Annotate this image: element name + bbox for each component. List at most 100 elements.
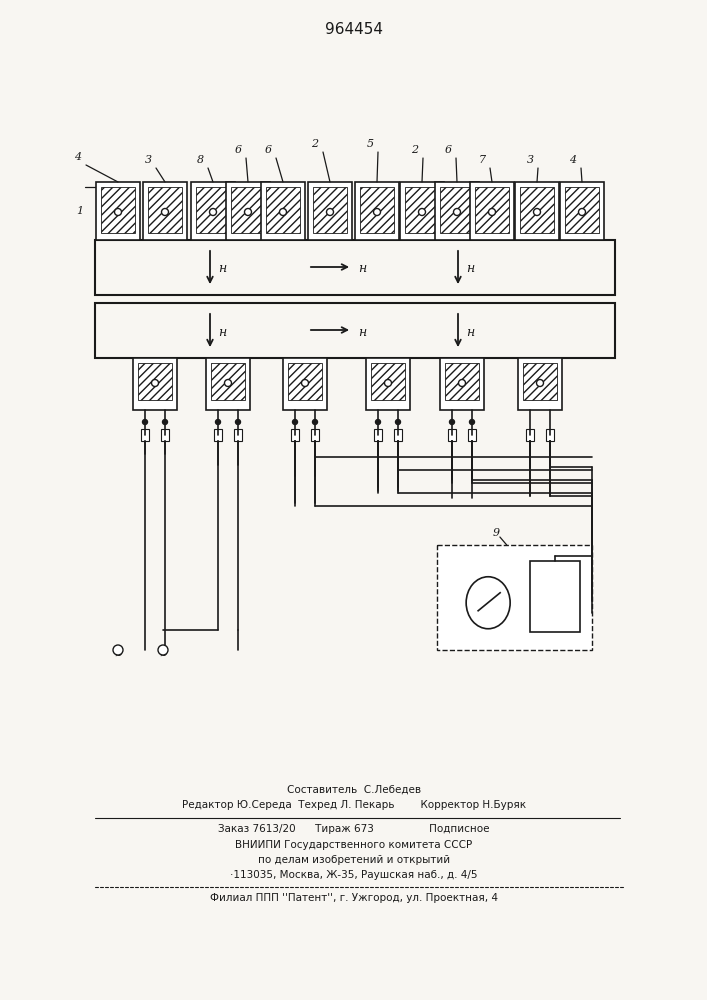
Circle shape (419, 209, 426, 216)
Text: 2: 2 (312, 139, 319, 149)
Circle shape (158, 645, 168, 655)
Circle shape (373, 209, 380, 216)
Bar (374, 429, 382, 441)
Circle shape (209, 209, 216, 216)
Text: 2: 2 (411, 145, 419, 155)
Text: 6: 6 (445, 145, 452, 155)
Text: Заказ 7613/20      Тираж 673                 Подписное: Заказ 7613/20 Тираж 673 Подписное (218, 824, 490, 834)
Bar (440, 358, 484, 410)
Circle shape (301, 379, 308, 386)
Circle shape (293, 420, 298, 424)
Circle shape (151, 379, 158, 386)
Bar (468, 429, 476, 441)
Text: Составитель  С.Лебедев: Составитель С.Лебедев (287, 785, 421, 795)
Bar (226, 182, 270, 240)
Bar (448, 429, 456, 441)
Text: н: н (218, 326, 226, 338)
Bar (291, 429, 299, 441)
Text: ø: ø (159, 646, 167, 658)
Bar (148, 187, 182, 233)
Circle shape (163, 420, 168, 424)
Circle shape (459, 379, 465, 386)
Text: 3: 3 (527, 155, 534, 165)
Text: 4: 4 (74, 152, 81, 162)
Text: н: н (218, 262, 226, 275)
Bar (214, 429, 222, 441)
Text: ВНИИПИ Государственного комитета СССР: ВНИИПИ Государственного комитета СССР (235, 840, 472, 850)
Text: н: н (358, 326, 366, 338)
Bar (565, 187, 599, 233)
Circle shape (469, 420, 474, 424)
Text: 7: 7 (479, 155, 486, 165)
Text: 964454: 964454 (325, 22, 383, 37)
Text: н: н (466, 326, 474, 338)
Bar (366, 358, 410, 410)
Text: 6: 6 (264, 145, 271, 155)
Bar (266, 187, 300, 233)
Circle shape (537, 379, 544, 386)
Text: 4: 4 (569, 155, 577, 165)
Circle shape (489, 209, 496, 216)
Circle shape (578, 209, 585, 216)
Circle shape (453, 209, 460, 216)
Bar (138, 363, 172, 400)
Bar (95, 303, 615, 358)
Circle shape (245, 209, 252, 216)
Bar (445, 363, 479, 400)
Bar (400, 182, 444, 240)
Bar (143, 182, 187, 240)
Bar (435, 182, 479, 240)
Text: по делам изобретений и открытий: по делам изобретений и открытий (258, 855, 450, 865)
Bar (371, 363, 405, 400)
Bar (283, 358, 327, 410)
Text: 5: 5 (366, 139, 373, 149)
Circle shape (385, 379, 392, 386)
Bar (394, 429, 402, 441)
Text: Редактор Ю.Середа  Техред Л. Пекарь        Корректор Н.Буряк: Редактор Ю.Середа Техред Л. Пекарь Корре… (182, 800, 526, 810)
Bar (196, 187, 230, 233)
Circle shape (312, 420, 317, 424)
Bar (231, 187, 265, 233)
Bar (311, 429, 319, 441)
Bar (440, 187, 474, 233)
Bar (141, 429, 149, 441)
Ellipse shape (466, 577, 510, 629)
Circle shape (216, 420, 221, 424)
Circle shape (161, 209, 168, 216)
Bar (133, 358, 177, 410)
Bar (96, 182, 140, 240)
Bar (530, 561, 580, 632)
Bar (313, 187, 347, 233)
Circle shape (327, 209, 334, 216)
Bar (360, 187, 394, 233)
Circle shape (279, 209, 286, 216)
Text: Филиал ППП ''Патент'', г. Ужгород, ул. Проектная, 4: Филиал ППП ''Патент'', г. Ужгород, ул. П… (210, 893, 498, 903)
Bar (523, 363, 557, 400)
Bar (355, 182, 399, 240)
Text: 6: 6 (235, 145, 242, 155)
Bar (288, 363, 322, 400)
Bar (308, 182, 352, 240)
Bar (234, 429, 242, 441)
Circle shape (375, 420, 380, 424)
Bar (211, 363, 245, 400)
Text: ø: ø (115, 646, 122, 658)
Circle shape (534, 209, 540, 216)
Bar (560, 182, 604, 240)
Bar (405, 187, 439, 233)
Circle shape (225, 379, 231, 386)
Bar (261, 182, 305, 240)
Text: н: н (358, 262, 366, 275)
Text: н: н (466, 262, 474, 275)
Bar (518, 358, 562, 410)
Text: 1: 1 (76, 206, 83, 216)
Circle shape (235, 420, 240, 424)
Text: 8: 8 (197, 155, 204, 165)
Bar (470, 182, 514, 240)
Bar (191, 182, 235, 240)
Bar (526, 429, 534, 441)
Bar (95, 240, 615, 295)
Bar (437, 545, 592, 650)
Text: 9: 9 (492, 528, 499, 538)
Circle shape (113, 645, 123, 655)
